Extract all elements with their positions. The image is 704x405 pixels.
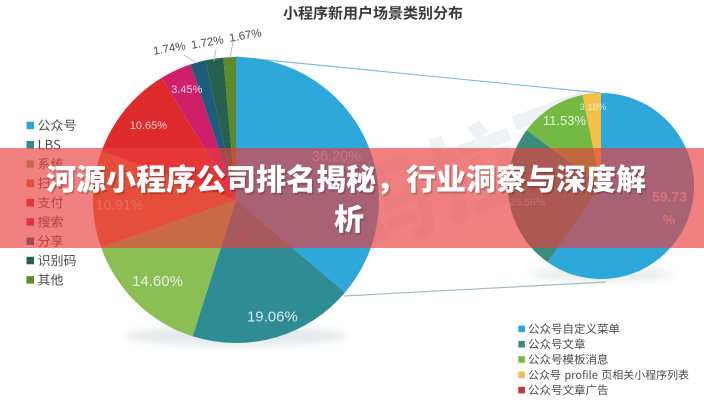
svg-text:1.72%: 1.72%	[190, 34, 224, 51]
svg-text:11.53%: 11.53%	[543, 113, 587, 128]
svg-text:1.74%: 1.74%	[152, 40, 186, 57]
svg-text:14.60%: 14.60%	[132, 273, 183, 290]
svg-text:19.06%: 19.06%	[247, 309, 298, 326]
svg-text:1.67%: 1.67%	[228, 27, 262, 44]
svg-text:3.45%: 3.45%	[171, 84, 202, 96]
svg-text:10.65%: 10.65%	[130, 120, 168, 132]
svg-text:3.18%: 3.18%	[580, 102, 607, 113]
